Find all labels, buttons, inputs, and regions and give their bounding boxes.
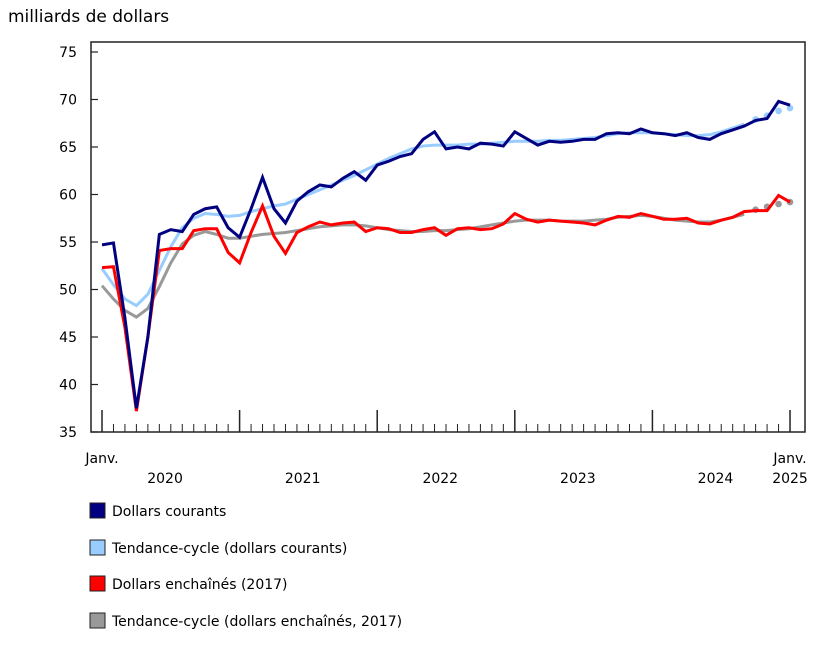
legend-swatch-1	[89, 539, 106, 556]
x-year-label: 2025	[772, 471, 808, 487]
legend-label-0: Dollars courants	[112, 504, 226, 520]
legend-label-2: Dollars enchaînés (2017)	[112, 577, 288, 593]
axes: 35 40 45 50 55 60 65 70 75 2020 2021 2022 2023 2024 20…	[59, 41, 808, 487]
legend: Dollars courants Tendance-cycle (dollars …	[89, 502, 402, 630]
y-tick-label: 45	[59, 330, 77, 346]
legend-swatch-0	[89, 502, 106, 519]
x-year-label: 2022	[422, 471, 458, 487]
legend-swatch-3	[89, 612, 106, 629]
x-first-label: Janv.	[84, 451, 118, 467]
series-line-2	[101, 193, 791, 412]
legend-swatch-2	[89, 575, 106, 592]
series-line-1	[100, 122, 745, 308]
y-tick-label: 65	[59, 140, 77, 156]
series-point-3	[775, 200, 782, 208]
x-year-label: 2020	[147, 471, 183, 487]
y-tick-label: 75	[59, 45, 77, 61]
legend-label-1: Tendance-cycle (dollars courants)	[111, 541, 347, 557]
y-tick-label: 60	[59, 188, 77, 204]
y-tick-label: 35	[59, 425, 77, 441]
y-tick-label: 70	[59, 93, 77, 109]
legend-label-3: Tendance-cycle (dollars enchaînés, 2017)	[111, 614, 402, 630]
y-tick-label: 50	[59, 283, 77, 299]
series-line-0	[101, 99, 791, 409]
series-point-1	[775, 107, 782, 115]
y-axis-label: milliards de dollars	[8, 7, 169, 27]
x-last-label: Janv.	[772, 451, 806, 467]
y-tick-label: 55	[59, 235, 77, 251]
x-year-label: 2023	[560, 471, 596, 487]
x-year-label: 2021	[285, 471, 321, 487]
plot-frame	[90, 41, 806, 433]
series-layer	[100, 99, 794, 412]
series-point-1	[786, 104, 794, 112]
x-year-label: 2024	[698, 471, 734, 487]
y-tick-label: 40	[59, 378, 77, 394]
